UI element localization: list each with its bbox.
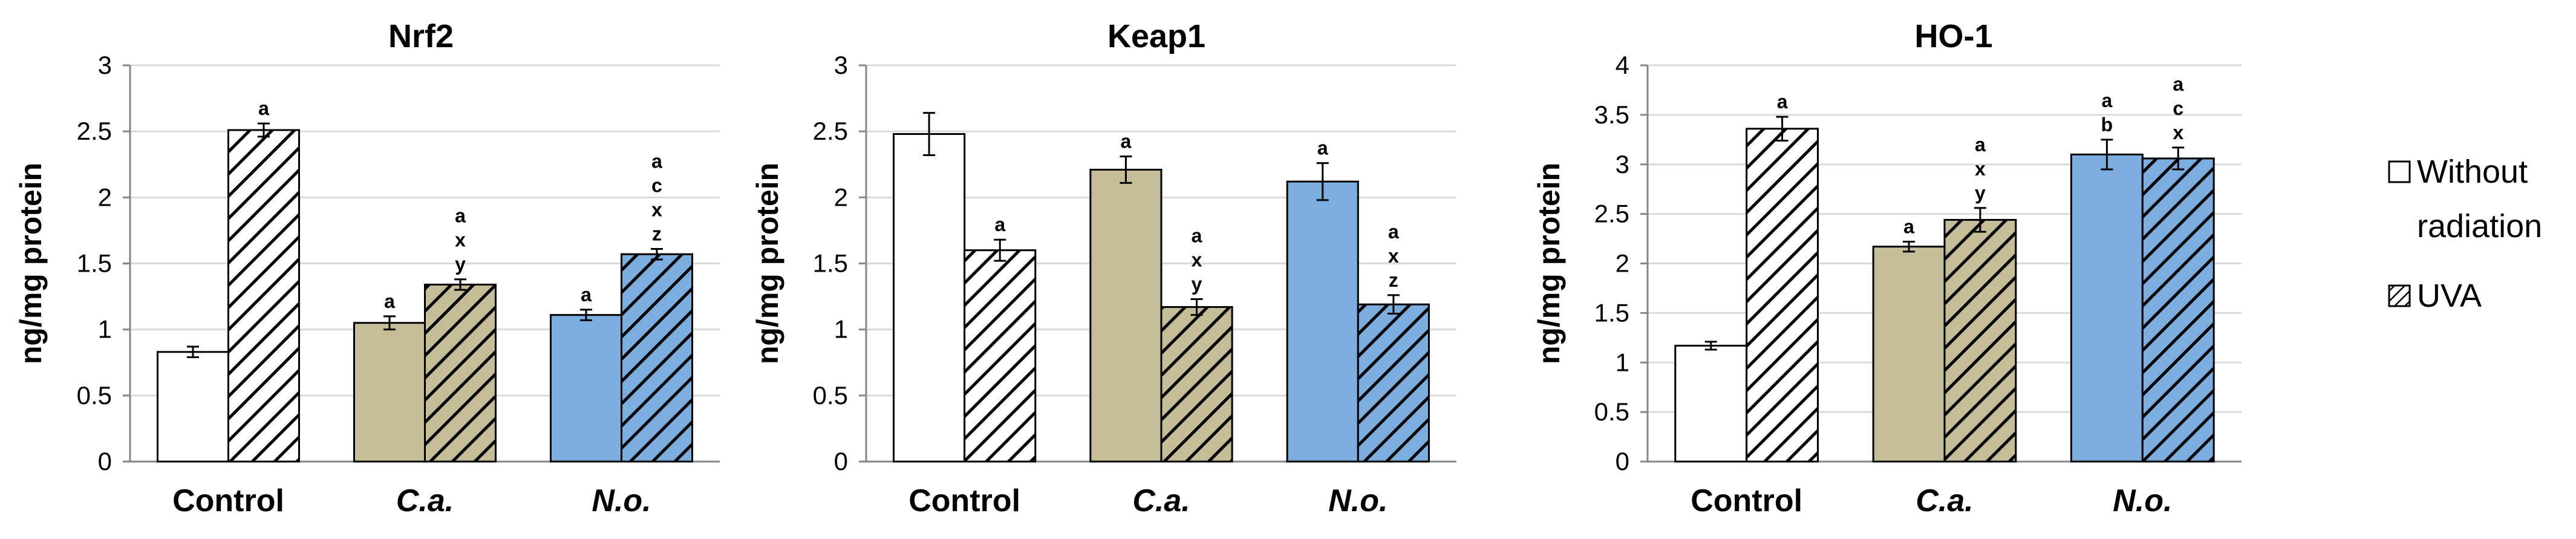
ho1-sig-label: a (1777, 91, 1788, 113)
keap1-sig-label: z (1389, 269, 1398, 291)
keap1-bar-ca-uva (1160, 306, 1233, 463)
keap1-bar-ca-without-radiation (1089, 168, 1162, 463)
keap1-chart: Keap1 ng/mg protein 0 0.5 1 1.5 2 2.5 3 a Control a… (751, 18, 1456, 518)
nrf2-sig-label: z (652, 223, 662, 244)
keap1-bar-no-uva (1357, 303, 1430, 463)
keap1-ylabel: ng/mg protein (751, 163, 784, 364)
keap1-category-ca: C.a. (1132, 483, 1190, 518)
keap1-tick-label: 0.5 (813, 381, 848, 410)
nrf2-tick-label: 3 (98, 51, 112, 79)
nrf2-sig-label: x (651, 198, 662, 220)
nrf2-sig-label: a (651, 150, 662, 172)
nrf2-bar-no-without-radiation (550, 314, 622, 463)
nrf2-sig-label: y (455, 253, 466, 275)
nrf2-sig-label: a (384, 290, 395, 312)
legend: Without radiation UVA (2388, 154, 2542, 314)
keap1-tick-label: 0 (834, 447, 848, 475)
ho1-tick-label: 1.5 (1594, 298, 1629, 327)
ho1-ylabel: ng/mg protein (1532, 163, 1566, 364)
ho1-bar-ca-without-radiation (1872, 246, 1946, 463)
ho1-sig-label: y (1975, 182, 1986, 204)
keap1-tick-label: 3 (834, 51, 848, 79)
nrf2-chart: Nrf2 ng/mg protein 0 0.5 1 1.5 2 2.5 3 a Control a a… (14, 18, 720, 518)
ho1-bar-no-without-radiation (2070, 153, 2144, 463)
ho1-bar-control-without-radiation (1674, 344, 1748, 463)
ho1-tick-label: 1 (1616, 348, 1629, 376)
ho1-tick-label: 3.5 (1594, 100, 1629, 129)
ho1-sig-label: b (2101, 114, 2113, 136)
ho1-category-control: Control (1691, 483, 1802, 518)
nrf2-sig-label: a (455, 205, 466, 227)
ho1-chart: HO-1 ng/mg protein 0 0.5 1 1.5 2 2.5 3 3.5 4 a Contr… (1532, 18, 2242, 518)
nrf2-bar-no-uva (621, 253, 693, 463)
legend-swatch-without-radiation (2388, 160, 2411, 183)
nrf2-sig-label: c (651, 174, 662, 196)
ho1-category-ca: C.a. (1916, 483, 1973, 518)
ho1-tick-label: 0 (1616, 447, 1629, 475)
ho1-tick-label: 4 (1616, 51, 1629, 79)
nrf2-ylabel: ng/mg protein (14, 163, 48, 364)
nrf2-title: Nrf2 (388, 18, 454, 54)
ho1-sig-label: c (2173, 97, 2183, 119)
keap1-category-control: Control (908, 483, 1020, 518)
legend-label-without-radiation-line2: radiation (2417, 208, 2542, 244)
nrf2-category-no: N.o. (592, 483, 651, 518)
keap1-tick-label: 2.5 (813, 117, 848, 145)
keap1-bar-no-without-radiation (1286, 180, 1359, 463)
legend-label-uva: UVA (2417, 278, 2482, 314)
ho1-sig-label: x (1975, 158, 1986, 180)
keap1-sig-label: x (1192, 249, 1202, 270)
nrf2-sig-label: a (258, 97, 269, 119)
nrf2-category-ca: C.a. (396, 483, 454, 518)
nrf2-tick-label: 2 (98, 183, 112, 211)
keap1-sig-label: y (1192, 273, 1202, 295)
ho1-sig-label: a (2102, 90, 2113, 111)
keap1-sig-label: a (1192, 224, 1202, 246)
nrf2-tick-label: 0.5 (77, 381, 112, 410)
ho1-category-no: N.o. (2113, 483, 2172, 518)
nrf2-bar-ca-uva (424, 283, 497, 463)
nrf2-sig-label: a (581, 284, 592, 305)
nrf2-sig-label: x (455, 229, 466, 251)
ho1-sig-label: a (1903, 215, 1914, 237)
nrf2-bar-ca-without-radiation (353, 322, 426, 463)
ho1-tick-label: 3 (1616, 150, 1629, 178)
nrf2-bar-control-without-radiation (157, 351, 229, 463)
nrf2-tick-label: 1 (98, 315, 112, 344)
nrf2-tick-label: 0 (98, 447, 112, 475)
keap1-tick-label: 1 (834, 315, 848, 344)
keap1-tick-label: 1.5 (813, 249, 848, 278)
keap1-sig-label: a (994, 214, 1005, 235)
keap1-sig-label: x (1388, 245, 1399, 267)
ho1-tick-label: 2.5 (1594, 200, 1629, 228)
ho1-title: HO-1 (1914, 18, 1992, 54)
nrf2-tick-label: 2.5 (77, 117, 112, 145)
keap1-sig-label: a (1121, 131, 1132, 152)
ho1-sig-label: x (2173, 122, 2183, 143)
keap1-title: Keap1 (1107, 18, 1205, 54)
ho1-bar-no-uva (2141, 157, 2215, 463)
keap1-bar-control-uva (964, 249, 1037, 463)
nrf2-category-control: Control (172, 483, 284, 518)
keap1-sig-label: a (1388, 221, 1399, 243)
keap1-tick-label: 2 (834, 183, 848, 211)
ho1-bar-ca-uva (1943, 218, 2017, 463)
nrf2-bar-control-uva (227, 129, 300, 463)
keap1-bar-control-without-radiation (893, 133, 966, 463)
ho1-tick-label: 2 (1616, 249, 1629, 278)
keap1-sig-label: a (1317, 137, 1328, 159)
ho1-sig-label: a (1975, 134, 1986, 155)
nrf2-tick-label: 1.5 (77, 249, 112, 278)
ho1-bar-control-uva (1746, 128, 1819, 463)
ho1-tick-label: 0.5 (1594, 397, 1629, 426)
keap1-category-no: N.o. (1328, 483, 1387, 518)
ho1-sig-label: a (2173, 73, 2183, 95)
legend-label-without-radiation-line1: Without (2417, 154, 2528, 190)
legend-swatch-uva (2388, 284, 2411, 307)
